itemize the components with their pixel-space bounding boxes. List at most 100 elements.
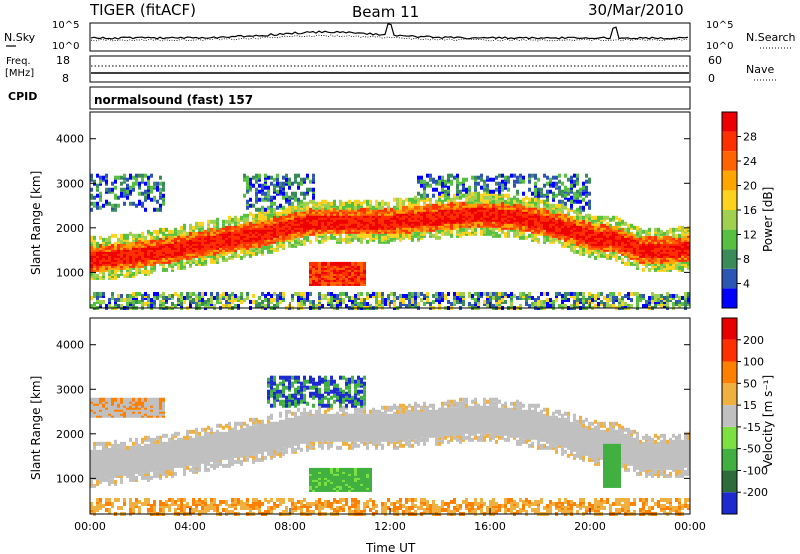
power-cell (549, 297, 552, 302)
power-cell (174, 245, 177, 250)
power-cell (624, 303, 627, 308)
power-cell (321, 229, 324, 234)
power-cell (255, 241, 258, 246)
power-cell (120, 243, 123, 248)
power-cell (642, 237, 645, 242)
power-cell (357, 215, 360, 220)
power-cell (282, 191, 285, 196)
power-cell (531, 197, 534, 202)
power-cell (327, 211, 330, 216)
power-cell (669, 227, 672, 232)
power-cell (561, 189, 564, 194)
power-cell (138, 291, 141, 296)
power-cell (150, 257, 153, 262)
power-cell (555, 213, 558, 218)
power-cell (633, 261, 636, 266)
power-cell (483, 187, 486, 192)
power-cell (465, 219, 468, 224)
power-cell (132, 233, 135, 238)
power-cell (549, 303, 552, 308)
power-cell (663, 249, 666, 254)
power-cell (279, 189, 282, 194)
power-cell (501, 213, 504, 218)
power-cell (402, 223, 405, 228)
power-cell (165, 235, 168, 240)
power-cell (159, 245, 162, 250)
power-cell (534, 175, 537, 180)
power-cell (210, 295, 213, 300)
power-cell (576, 291, 579, 296)
power-cell (222, 241, 225, 246)
power-cell (450, 179, 453, 184)
power-cell (264, 207, 267, 212)
power-cell (555, 223, 558, 228)
power-cell (549, 215, 552, 220)
power-cell (123, 249, 126, 254)
power-cell (663, 255, 666, 260)
power-cell (444, 181, 447, 186)
power-cell (345, 279, 348, 284)
power-cell (198, 231, 201, 236)
power-cell (417, 235, 420, 240)
power-cell (435, 181, 438, 186)
power-cell (129, 261, 132, 266)
power-cell (129, 255, 132, 260)
power-cell (279, 241, 282, 246)
power-cell (636, 291, 639, 296)
power-cell (657, 251, 660, 256)
power-cell (288, 221, 291, 226)
power-cell (564, 297, 567, 302)
power-cell (249, 197, 252, 202)
power-cell (561, 209, 564, 214)
power-cell (621, 251, 624, 256)
power-cell (297, 215, 300, 220)
power-cell (150, 259, 153, 264)
power-cell (135, 245, 138, 250)
power-cell (615, 247, 618, 252)
power-cell (300, 199, 303, 204)
power-cell (246, 185, 249, 190)
power-cell (594, 295, 597, 300)
power-cell (279, 227, 282, 232)
power-cell (135, 253, 138, 258)
power-cell (543, 303, 546, 308)
power-cell (273, 239, 276, 244)
power-cell (177, 235, 180, 240)
power-cell (264, 231, 267, 236)
power-cell (393, 225, 396, 230)
power-cell (321, 227, 324, 232)
power-cell (327, 227, 330, 232)
power-cell (402, 221, 405, 226)
power-cell (354, 277, 357, 282)
power-cell (459, 203, 462, 208)
power-cell (540, 231, 543, 236)
power-cell (453, 207, 456, 212)
power-cell (531, 233, 534, 238)
power-cell (648, 267, 651, 272)
power-cell (114, 275, 117, 280)
power-cell (663, 257, 666, 262)
power-cell (615, 235, 618, 240)
power-cell (582, 215, 585, 220)
power-cell (456, 213, 459, 218)
power-cell (216, 229, 219, 234)
power-cell (408, 227, 411, 232)
power-cell (210, 243, 213, 248)
power-cell (96, 205, 99, 210)
power-cell (486, 213, 489, 218)
power-cell (291, 227, 294, 232)
power-cell (414, 225, 417, 230)
power-cell (105, 267, 108, 272)
power-cell (435, 291, 438, 296)
power-cell (102, 245, 105, 250)
power-cell (93, 251, 96, 256)
power-cell (441, 175, 444, 180)
power-cell (225, 229, 228, 234)
power-cell (660, 295, 663, 300)
power-cell (405, 205, 408, 210)
power-cell (348, 295, 351, 300)
power-cell (564, 213, 567, 218)
power-cell (513, 211, 516, 216)
power-cell (375, 219, 378, 224)
power-cell (201, 257, 204, 262)
